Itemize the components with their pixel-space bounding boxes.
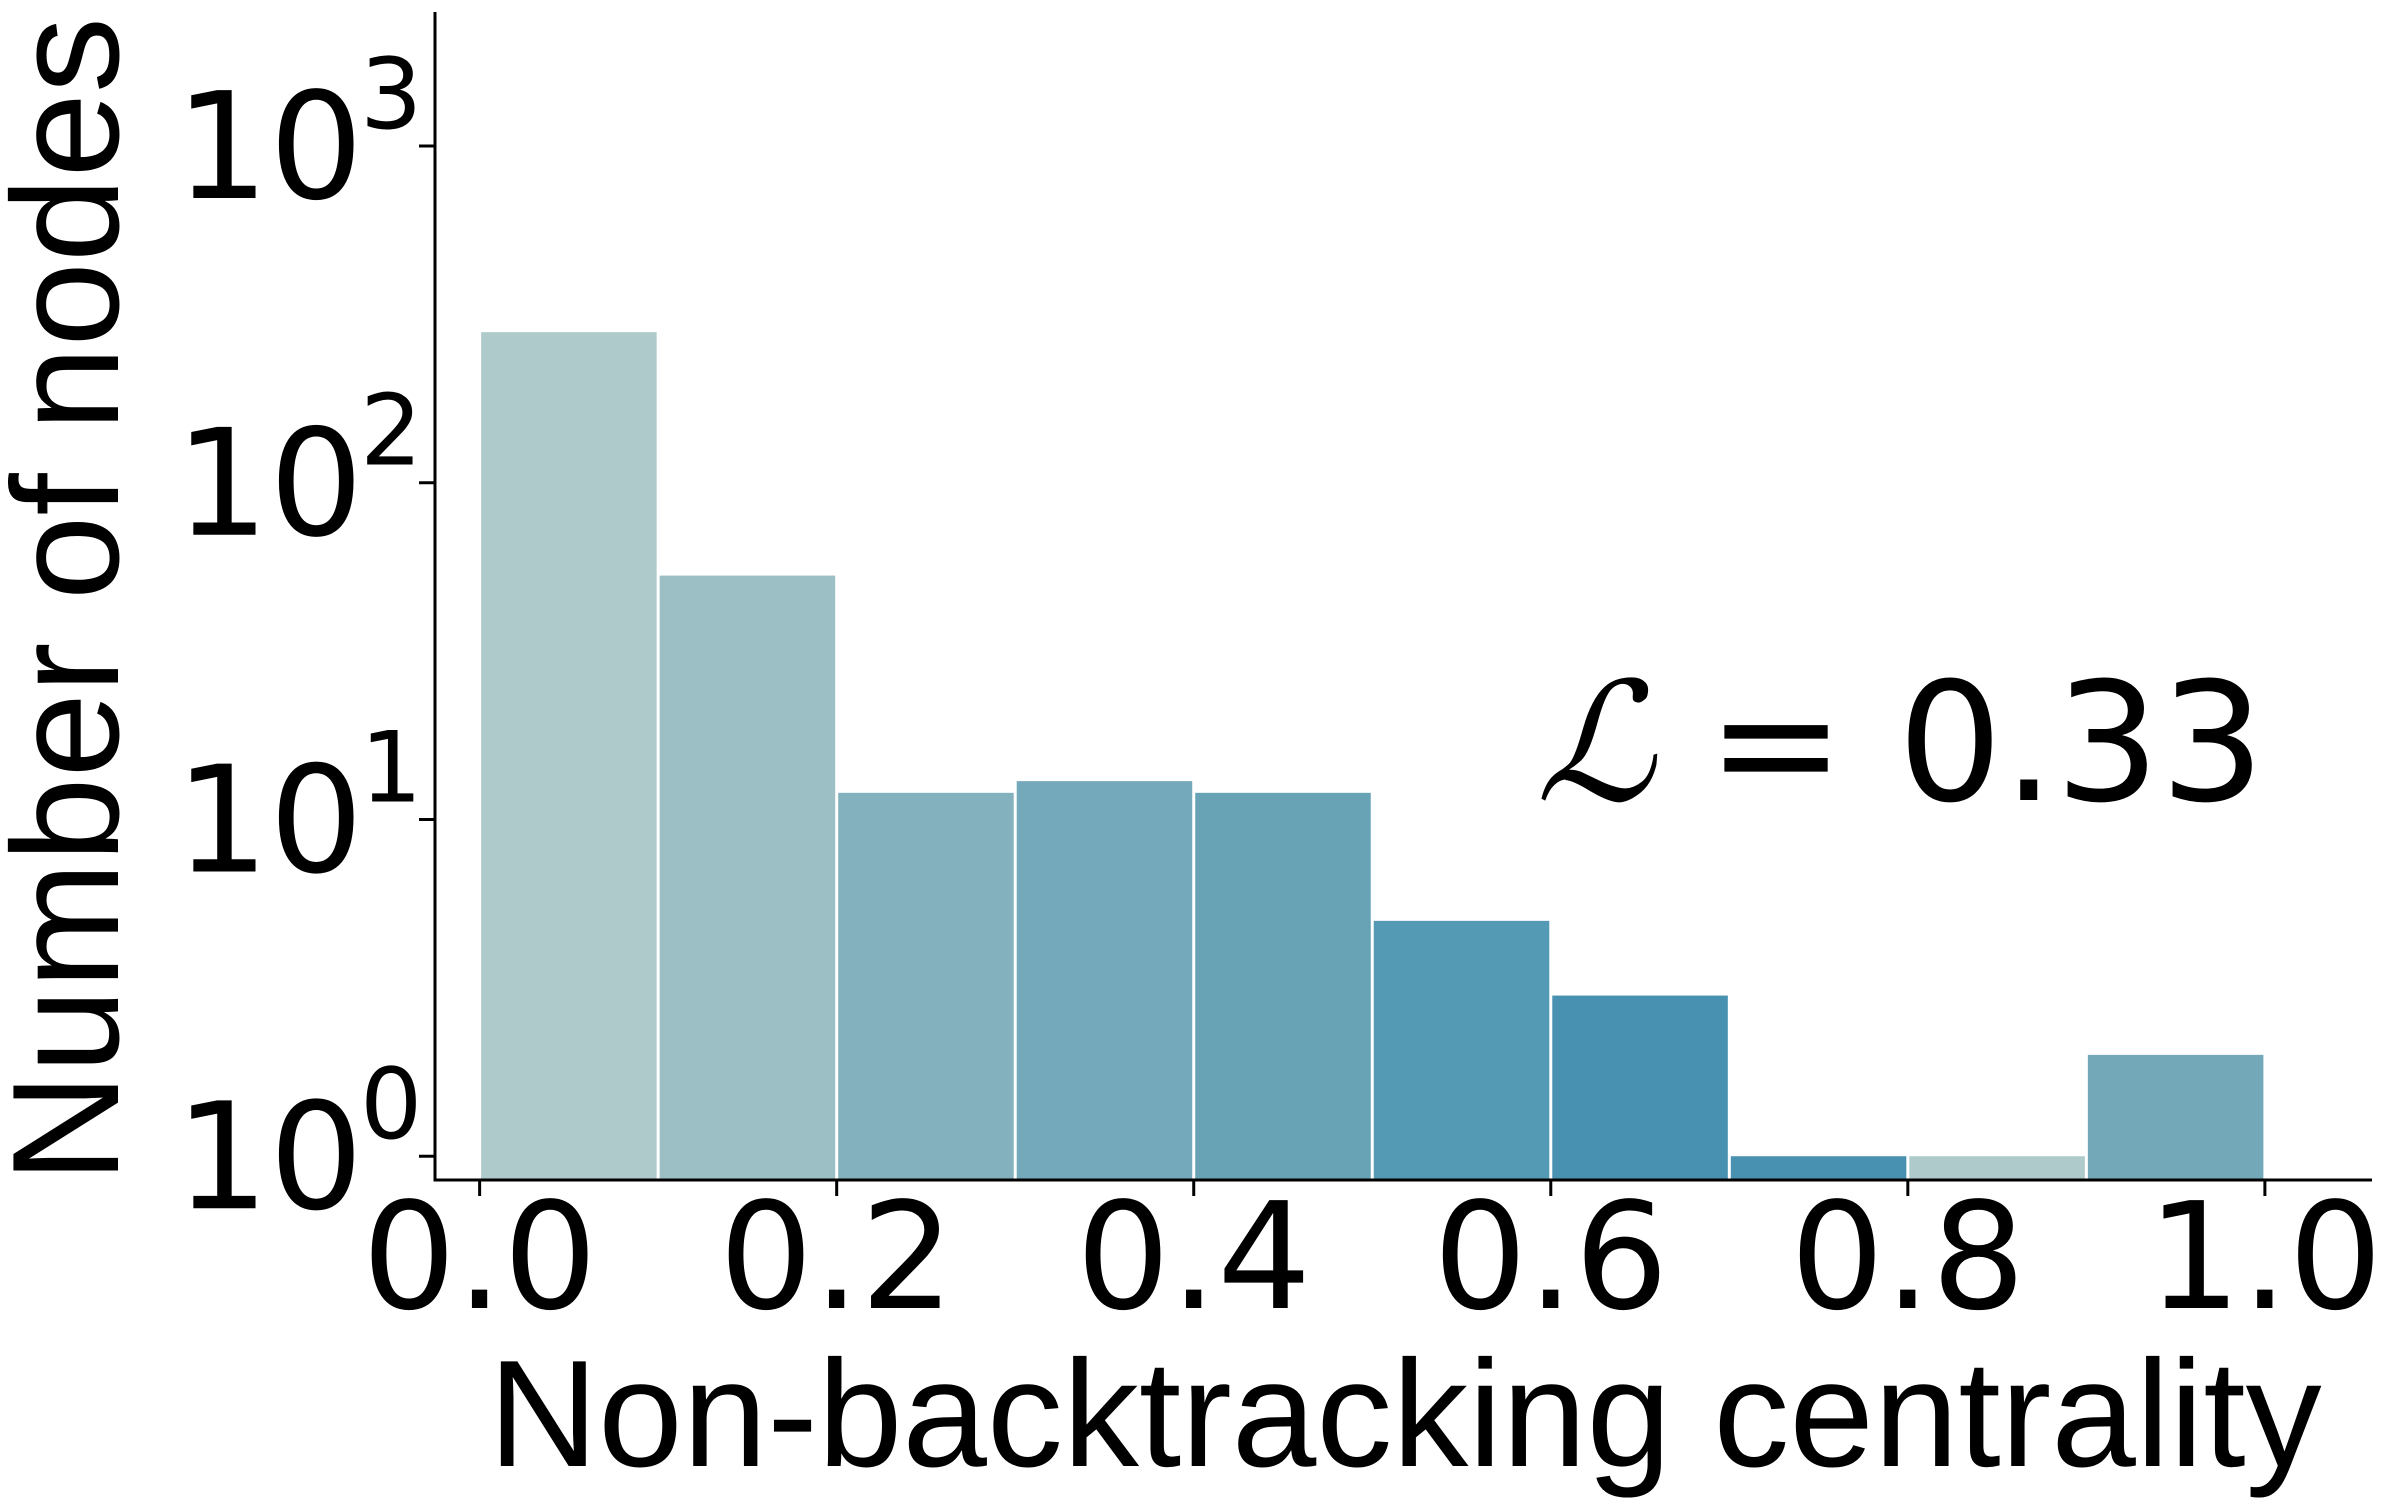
histogram-bar [481, 332, 657, 1180]
curvature-value: = 0.33 [1654, 647, 2265, 839]
y-tick-label: 10 [175, 734, 363, 906]
y-axis-label: Number of nodes [0, 17, 151, 1183]
y-tick-exponent: 1 [360, 711, 422, 825]
x-ticks: 0.0 0.2 0.4 0.6 0.8 1.0 [362, 1171, 2383, 1343]
curvature-annotation: ℒ = 0.33 [1536, 647, 2265, 839]
axes [433, 12, 2372, 1182]
histogram-bar [1552, 995, 1728, 1180]
y-tick-exponent: 3 [360, 38, 422, 152]
histogram-bar [1195, 792, 1371, 1180]
x-tick-label: 0.2 [719, 1171, 954, 1343]
histogram-bar [1730, 1156, 1907, 1180]
x-tick-label: 0.6 [1433, 1171, 1668, 1343]
x-axis-label: Non-backtracking centrality [488, 1329, 2321, 1499]
histogram-bar [1909, 1156, 2085, 1180]
x-tick-label: 1.0 [2147, 1171, 2382, 1343]
histogram-bar [659, 575, 836, 1180]
histogram-bar [838, 792, 1014, 1180]
y-tick-label: 10 [175, 1071, 363, 1243]
y-tick-label: 10 [175, 398, 363, 570]
x-tick-label: 0.0 [362, 1171, 597, 1343]
histogram-bars [481, 332, 2264, 1180]
y-tick-exponent: 2 [360, 375, 422, 489]
y-tick-label: 10 [175, 61, 363, 233]
histogram-bar [1016, 781, 1193, 1180]
x-tick-label: 0.4 [1076, 1171, 1311, 1343]
y-tick-exponent: 0 [360, 1048, 422, 1162]
curvature-symbol: ℒ [1536, 647, 1658, 839]
x-tick-label: 0.8 [1790, 1171, 2025, 1343]
histogram-bar [2087, 1054, 2264, 1180]
histogram-bar [1373, 920, 1550, 1180]
